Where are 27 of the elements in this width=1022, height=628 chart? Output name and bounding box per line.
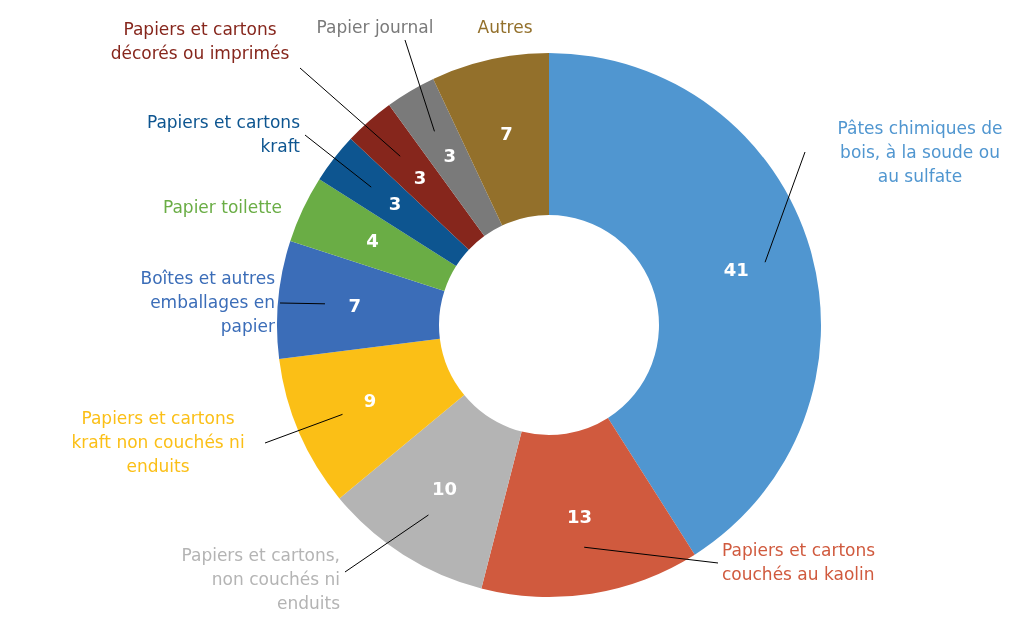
data-label: 41 [723, 258, 749, 280]
data-label: 3 [388, 193, 402, 215]
donut-slice [350, 104, 485, 250]
slice-label: Pâtes chimiques de bois, à la soude ou au sulfate [837, 118, 1003, 186]
slice-label: Papier toilette [162, 197, 282, 217]
data-label: 7 [348, 294, 362, 316]
data-label: 9 [363, 390, 377, 412]
donut-slice [319, 138, 469, 267]
data-label: 3 [443, 145, 456, 167]
donut-slice [389, 78, 503, 237]
slice-label: Papier journal [316, 17, 434, 37]
slice-label: Papiers et cartons kraft [146, 112, 301, 156]
donut-slice [279, 338, 465, 499]
donut-slice [339, 395, 522, 589]
slice-label: Papiers et cartons kraft non couchés ni enduits [71, 408, 245, 476]
slice-label: Papiers et cartons couchés au kaolin [722, 540, 876, 584]
slice-label: Papiers et cartons décorés ou imprimés [110, 19, 290, 63]
slice-label: Papiers et cartons, non couchés ni enduits [181, 545, 341, 613]
slice-label: Autres [477, 17, 533, 37]
donut-slice [433, 53, 549, 226]
slice-label: Boîtes et autres emballages en papier [140, 268, 276, 336]
data-label: 4 [366, 229, 379, 251]
data-label: 13 [566, 505, 593, 527]
data-label: 10 [431, 477, 458, 499]
data-label: 7 [500, 122, 513, 144]
donut-slice [481, 417, 695, 597]
data-label: 3 [413, 166, 427, 188]
